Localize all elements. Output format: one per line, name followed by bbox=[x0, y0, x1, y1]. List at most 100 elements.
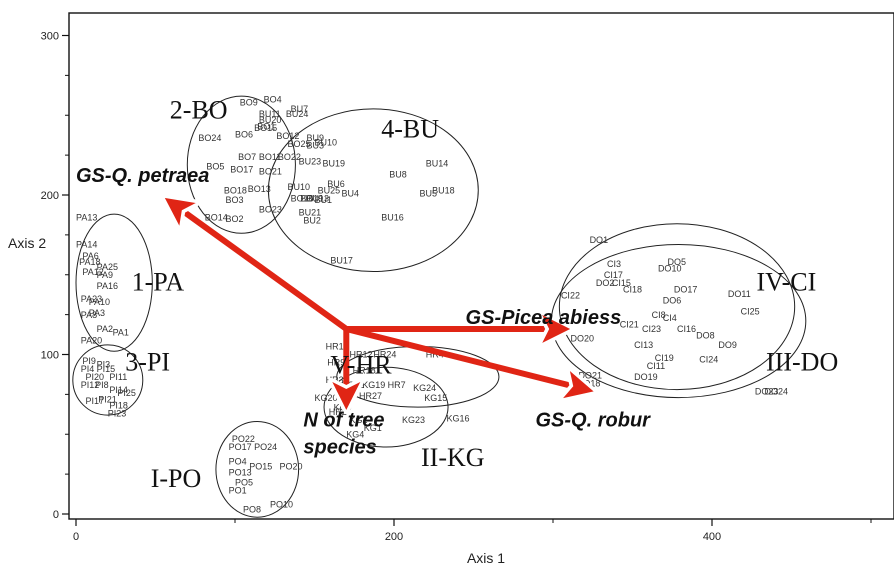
point-label: KG23 bbox=[402, 415, 425, 425]
point-label: HR18 bbox=[353, 366, 376, 376]
point-label: HR9 bbox=[327, 358, 345, 368]
x-tick-label: 400 bbox=[703, 531, 721, 543]
point-label: HR7 bbox=[388, 380, 406, 390]
point-label: BO5 bbox=[206, 161, 224, 171]
point-label: PI23 bbox=[108, 409, 127, 419]
x-axis-title: Axis 1 bbox=[467, 550, 505, 566]
point-label: PO8 bbox=[243, 504, 261, 514]
point-label: BO25 bbox=[287, 139, 310, 149]
y-tick-label: 0 bbox=[53, 509, 59, 521]
point-label: BU18 bbox=[432, 185, 455, 195]
point-label: CI19 bbox=[655, 353, 674, 363]
y-tick-label: 100 bbox=[41, 350, 59, 362]
point-label: PA12 bbox=[82, 267, 103, 277]
point-label: BU14 bbox=[426, 158, 449, 168]
point-label: BU19 bbox=[322, 158, 345, 168]
group-label: 2-BO bbox=[170, 95, 228, 124]
point-label: DO1 bbox=[590, 235, 609, 245]
point-label: CI8 bbox=[652, 310, 666, 320]
point-label: PA1 bbox=[113, 327, 129, 337]
point-label: PO17 bbox=[229, 442, 252, 452]
point-label: BU17 bbox=[330, 256, 353, 266]
point-label: BO3 bbox=[225, 195, 243, 205]
point-label: BU4 bbox=[342, 189, 360, 199]
vector-label: species bbox=[303, 436, 376, 458]
point-label: PA14 bbox=[76, 240, 97, 250]
y-axis-title: Axis 2 bbox=[8, 235, 46, 251]
point-label: PI20 bbox=[86, 372, 105, 382]
point-label: DO6 bbox=[663, 295, 682, 305]
group-label: V-HR bbox=[330, 351, 392, 380]
point-label: DO10 bbox=[658, 264, 682, 274]
vector-label: GS-Q. robur bbox=[536, 409, 652, 431]
point-label: BO18 bbox=[224, 185, 247, 195]
vector-label: N of tree bbox=[303, 409, 384, 431]
point-label: CI23 bbox=[642, 324, 661, 334]
point-label: PI3 bbox=[97, 359, 111, 369]
point-label: BO21 bbox=[259, 166, 282, 176]
group-label: 4-BU bbox=[381, 115, 439, 144]
point-label: PI18 bbox=[109, 401, 128, 411]
point-label: BO9 bbox=[240, 98, 258, 108]
plot-frame bbox=[68, 12, 894, 520]
point-label: PA9 bbox=[97, 270, 113, 280]
point-label: PA16 bbox=[97, 281, 118, 291]
point-label: BO16 bbox=[291, 193, 314, 203]
point-label: PA23 bbox=[81, 294, 102, 304]
point-label: BU25 bbox=[318, 185, 341, 195]
vector-arrow bbox=[343, 325, 580, 388]
point-label: PI9 bbox=[82, 356, 96, 366]
point-label: DO20 bbox=[570, 334, 594, 344]
point-label: PI12 bbox=[81, 380, 100, 390]
point-label: HR24 bbox=[373, 350, 396, 360]
point-label: KG4 bbox=[346, 429, 364, 439]
point-label: PA8 bbox=[81, 310, 97, 320]
point-label: PA3 bbox=[89, 308, 105, 318]
point-label: PO5 bbox=[235, 477, 253, 487]
point-label: PI21 bbox=[98, 394, 117, 404]
group-label: IV-CI bbox=[757, 268, 817, 297]
point-label: BU9 bbox=[307, 133, 325, 143]
point-label: HR4 bbox=[426, 350, 444, 360]
point-label: BO24 bbox=[198, 133, 221, 143]
point-label: KG1 bbox=[364, 423, 382, 433]
point-label: CI16 bbox=[677, 324, 696, 334]
point-label: DO2 bbox=[596, 278, 615, 288]
point-label: PO4 bbox=[229, 457, 247, 467]
y-tick-label: 300 bbox=[41, 31, 59, 43]
point-label: CI17 bbox=[604, 270, 623, 280]
point-label: BU3 bbox=[307, 141, 325, 151]
group-ellipse bbox=[558, 223, 796, 391]
x-tick-label: 0 bbox=[73, 531, 79, 543]
y-tick-label: 200 bbox=[41, 190, 59, 202]
point-label: HR1 bbox=[326, 342, 344, 352]
point-label: BO12 bbox=[276, 131, 299, 141]
point-label: BO17 bbox=[230, 165, 253, 175]
point-label: BO15 bbox=[254, 123, 277, 133]
point-label: BO1 bbox=[257, 122, 275, 132]
axis-ticks: 0 200 400 0 100 200 300 bbox=[41, 31, 872, 543]
group-label: I-PO bbox=[151, 464, 202, 493]
group-label: 1-PA bbox=[132, 268, 185, 297]
point-label: KG24 bbox=[413, 383, 436, 393]
vector-label: GS-Picea abiess bbox=[466, 307, 622, 329]
group-label: III-DO bbox=[766, 347, 838, 376]
point-label: BO23 bbox=[259, 205, 282, 215]
point-label: PO24 bbox=[254, 442, 277, 452]
point-label: HR12 bbox=[349, 350, 372, 360]
point-label: BU16 bbox=[381, 213, 404, 223]
point-label: DO11 bbox=[728, 289, 751, 299]
point-label: CI22 bbox=[561, 291, 580, 301]
group-ellipse bbox=[323, 366, 449, 448]
vector-label: GS-Q. petraea bbox=[76, 165, 209, 187]
point-label: PI15 bbox=[97, 364, 116, 374]
group-ellipse bbox=[72, 344, 144, 416]
point-label: CI15 bbox=[612, 278, 631, 288]
point-label: PA13 bbox=[76, 213, 97, 223]
point-label: PO20 bbox=[280, 461, 303, 471]
point-label: PA10 bbox=[89, 297, 110, 307]
vector-arrow bbox=[176, 206, 350, 332]
group-ellipse bbox=[215, 420, 300, 518]
point-label: PI14 bbox=[109, 385, 128, 395]
point-label: PO1 bbox=[229, 485, 247, 495]
